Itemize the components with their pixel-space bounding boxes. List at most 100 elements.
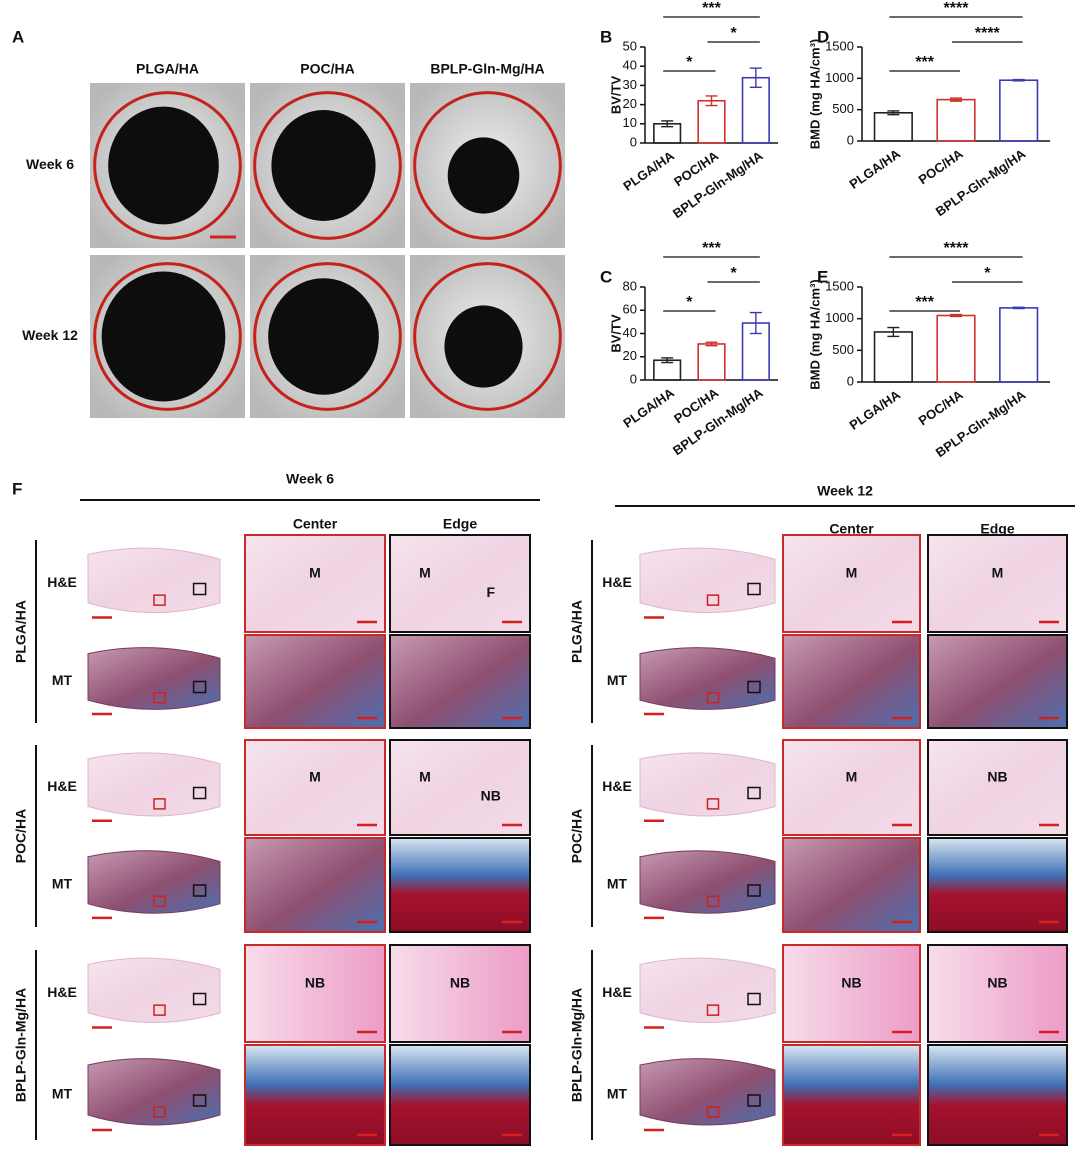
bar	[873, 112, 913, 142]
bar	[936, 98, 976, 142]
histology-image	[927, 634, 1068, 729]
significance-label: ***	[915, 294, 934, 311]
histology-image	[244, 837, 386, 933]
y-tick-label: 0	[847, 132, 854, 147]
edge-roi	[747, 884, 761, 897]
panel-label: A	[12, 27, 24, 46]
y-tick-label: 20	[623, 96, 637, 111]
stain-label: MT	[52, 672, 73, 688]
tissue-annotation: M	[419, 769, 431, 785]
significance-label: *	[984, 265, 991, 282]
y-tick-label: 20	[623, 348, 637, 363]
tissue-annotation: NB	[450, 975, 470, 991]
edge-roi	[747, 582, 761, 596]
significance-label: *	[686, 294, 693, 311]
center-roi	[153, 895, 166, 908]
column-header: Center	[829, 521, 874, 537]
panel-label: F	[12, 479, 22, 498]
defect-outline	[253, 262, 402, 411]
edge-roi	[747, 786, 761, 800]
x-tick-label: POC/HA	[916, 387, 967, 429]
histology-image	[244, 534, 386, 633]
overview-section	[639, 1058, 776, 1126]
edge-roi	[747, 1094, 761, 1107]
defect-void	[101, 271, 226, 402]
defect-void	[271, 110, 376, 221]
center-roi	[706, 594, 720, 606]
center-roi	[706, 1106, 720, 1118]
y-tick-label: 80	[623, 278, 637, 293]
histology-image	[244, 739, 386, 836]
x-tick-label: PLGA/HA	[620, 385, 677, 431]
defect-outline	[93, 262, 242, 411]
y-tick-label: 30	[623, 77, 637, 92]
defect-void	[447, 137, 520, 214]
histology-image	[389, 739, 531, 836]
defect-void	[108, 106, 219, 225]
stain-label: MT	[52, 876, 73, 892]
significance-label: ****	[975, 25, 1001, 42]
tissue-annotation: NB	[481, 788, 501, 804]
bar	[999, 79, 1039, 142]
row-label: Week 12	[22, 327, 78, 343]
tissue-annotation: M	[846, 565, 858, 581]
stain-label: H&E	[47, 984, 77, 1000]
histology-image	[782, 739, 921, 836]
bar	[697, 343, 726, 381]
histology-image	[927, 1044, 1068, 1146]
stain-label: H&E	[47, 778, 77, 794]
y-tick-label: 40	[623, 325, 637, 340]
bar	[873, 331, 913, 383]
histology-image	[927, 739, 1068, 836]
panel-label: C	[600, 267, 612, 286]
y-tick-label: 10	[623, 115, 637, 130]
column-header: Edge	[980, 521, 1014, 537]
panel-label: B	[600, 27, 612, 46]
y-axis-label: BV/TV	[608, 314, 623, 353]
significance-label: ****	[944, 0, 970, 17]
edge-roi	[192, 680, 207, 694]
tissue-annotation: M	[419, 565, 431, 581]
group-label: POC/HA	[13, 809, 29, 863]
edge-roi	[192, 884, 207, 897]
edge-roi	[747, 992, 761, 1006]
tissue-annotation: NB	[841, 975, 861, 991]
y-tick-label: 500	[832, 101, 854, 116]
center-roi	[153, 1004, 166, 1016]
histology-image	[927, 944, 1068, 1043]
edge-roi	[192, 992, 207, 1006]
defect-void	[268, 278, 379, 395]
column-header: Edge	[443, 516, 477, 532]
x-tick-label: PLGA/HA	[847, 387, 904, 433]
y-tick-label: 0	[630, 371, 637, 386]
histology-image	[389, 634, 531, 729]
y-axis-label: BMD (mg HA/cm³)	[807, 279, 822, 390]
tissue-annotation: M	[309, 769, 321, 785]
overview-section	[87, 1058, 221, 1126]
tissue-annotation: M	[846, 769, 858, 785]
y-tick-label: 40	[623, 58, 637, 73]
center-roi	[706, 798, 720, 810]
tissue-annotation: F	[487, 584, 496, 600]
tissue-annotation: NB	[987, 975, 1007, 991]
stain-label: MT	[607, 672, 628, 688]
histology-image	[782, 1044, 921, 1146]
group-label: PLGA/HA	[13, 600, 29, 663]
column-header: BPLP-Gln-Mg/HA	[430, 61, 544, 77]
y-axis-label: BV/TV	[608, 76, 623, 115]
histology-image	[389, 837, 531, 933]
x-tick-label: PLGA/HA	[847, 146, 904, 192]
x-tick-label: PLGA/HA	[620, 148, 677, 194]
panel-label: E	[817, 267, 828, 286]
column-header: PLGA/HA	[136, 61, 199, 77]
center-roi	[153, 691, 166, 704]
stain-label: MT	[607, 876, 628, 892]
stain-label: H&E	[602, 778, 632, 794]
histology-image	[927, 534, 1068, 633]
group-label: BPLP-Gln-Mg/HA	[569, 988, 585, 1102]
column-header: Center	[293, 516, 338, 532]
histology-image	[244, 944, 386, 1043]
defect-outline	[253, 91, 402, 240]
overview-section	[87, 547, 221, 614]
defect-outline	[93, 91, 242, 240]
